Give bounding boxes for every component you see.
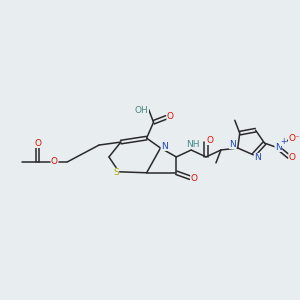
- Text: +: +: [280, 136, 286, 146]
- Text: O: O: [34, 139, 41, 148]
- Text: O: O: [51, 158, 58, 166]
- Text: S: S: [113, 168, 119, 177]
- Text: NH: NH: [186, 140, 200, 148]
- Text: O: O: [167, 112, 174, 121]
- Text: N: N: [230, 140, 236, 148]
- Text: N: N: [275, 142, 282, 152]
- Text: O: O: [206, 136, 214, 145]
- Text: N: N: [254, 153, 261, 162]
- Text: N: N: [161, 142, 168, 151]
- Text: O: O: [289, 153, 296, 162]
- Text: O: O: [191, 174, 198, 183]
- Text: OH: OH: [135, 106, 148, 115]
- Text: O⁻: O⁻: [288, 134, 300, 142]
